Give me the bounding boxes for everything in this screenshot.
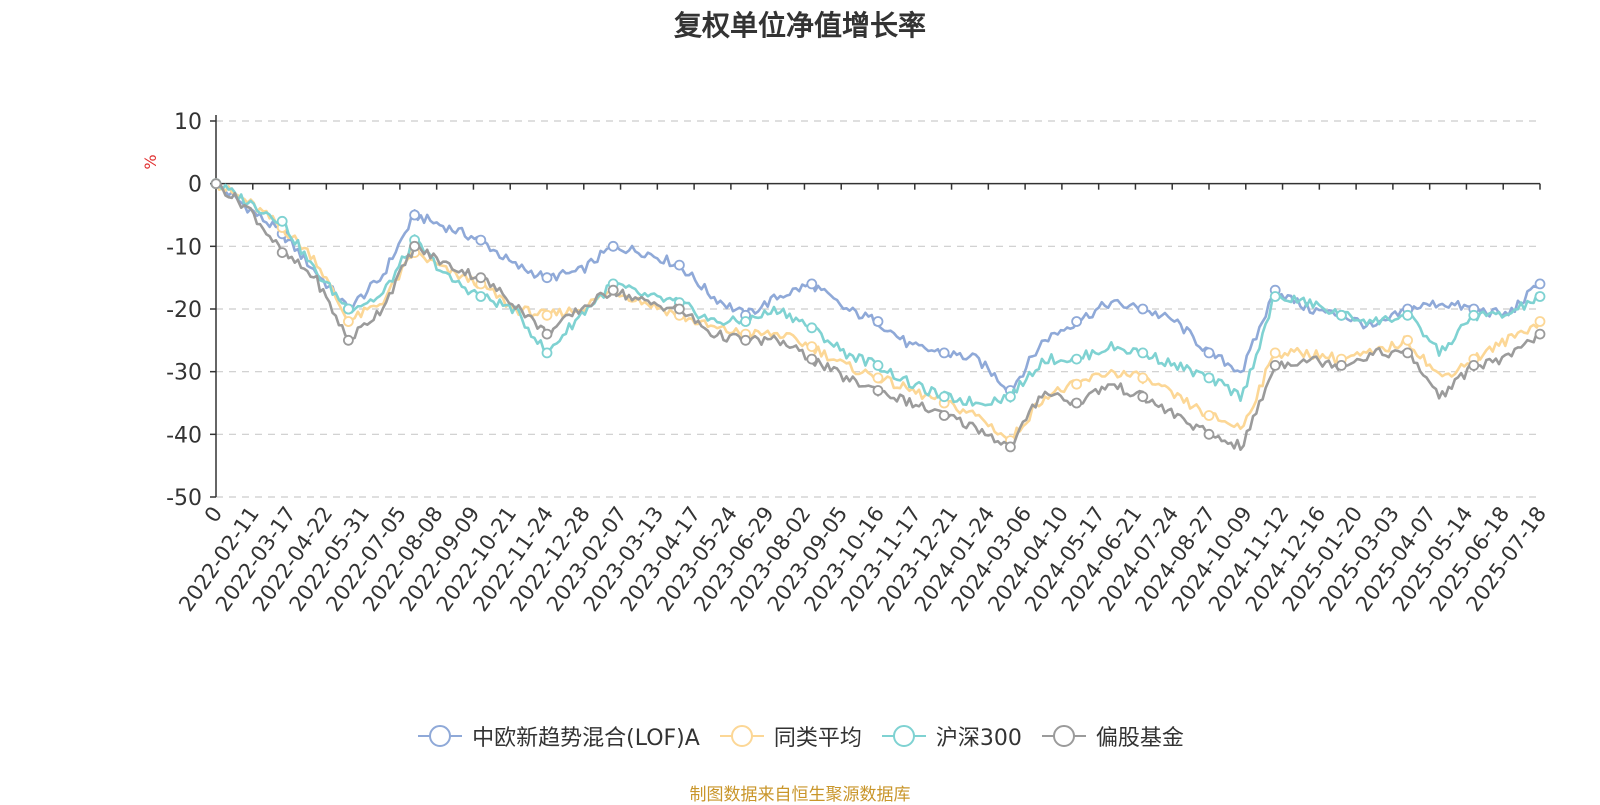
series-point[interactable] bbox=[938, 391, 950, 403]
series-point[interactable] bbox=[1137, 372, 1149, 384]
legend-item[interactable]: 中欧新趋势混合(LOF)A bbox=[416, 720, 700, 752]
series-point[interactable] bbox=[938, 347, 950, 359]
axes bbox=[210, 115, 1541, 498]
series-point[interactable] bbox=[1336, 309, 1347, 321]
series-point[interactable] bbox=[1269, 359, 1281, 371]
series-point[interactable] bbox=[1071, 316, 1082, 327]
series-point[interactable] bbox=[1005, 391, 1016, 403]
legend-label: 中欧新趋势混合(LOF)A bbox=[472, 726, 700, 751]
legend: 中欧新趋势混合(LOF)A 同类平均 沪深300 偏股基金 bbox=[0, 720, 1600, 752]
series-point[interactable] bbox=[872, 316, 884, 327]
series-point[interactable] bbox=[1468, 359, 1480, 371]
legend-marker-icon bbox=[418, 725, 463, 747]
series-point[interactable] bbox=[1203, 372, 1215, 384]
grid-lines bbox=[216, 120, 1540, 498]
chart-title: 复权单位净值增长率 bbox=[673, 9, 926, 42]
legend-label: 偏股基金 bbox=[1095, 726, 1184, 751]
y-tick-label: 10 bbox=[174, 110, 202, 135]
series-point[interactable] bbox=[1137, 391, 1149, 403]
series-point[interactable] bbox=[806, 341, 818, 353]
series-point[interactable] bbox=[1534, 316, 1546, 327]
series-point[interactable] bbox=[475, 272, 487, 284]
series-point[interactable] bbox=[872, 359, 884, 371]
x-tick-labels: 02022-02-112022-03-172022-04-222022-05-3… bbox=[174, 502, 1551, 616]
series-point[interactable] bbox=[607, 284, 619, 296]
series-point[interactable] bbox=[1402, 334, 1413, 346]
x-tick-label: 0 bbox=[200, 502, 227, 527]
legend-item[interactable]: 沪深300 bbox=[880, 720, 1022, 752]
series-point[interactable] bbox=[1402, 347, 1413, 359]
series-point[interactable] bbox=[541, 272, 553, 284]
legend-label: 沪深300 bbox=[935, 726, 1022, 751]
series-point[interactable] bbox=[806, 353, 818, 365]
legend-item[interactable]: 同类平均 bbox=[718, 720, 862, 752]
series-point[interactable] bbox=[1468, 309, 1480, 321]
series-point[interactable] bbox=[1203, 347, 1215, 359]
series-point[interactable] bbox=[806, 278, 818, 290]
series-point[interactable] bbox=[1336, 359, 1347, 371]
series-point[interactable] bbox=[541, 328, 553, 340]
series-point[interactable] bbox=[1071, 397, 1082, 409]
series-point[interactable] bbox=[1534, 278, 1546, 290]
series-point[interactable] bbox=[1269, 291, 1281, 302]
series-point[interactable] bbox=[541, 309, 553, 321]
series-point[interactable] bbox=[1534, 291, 1546, 302]
series-point[interactable] bbox=[674, 259, 685, 271]
y-tick-label: 0 bbox=[188, 173, 202, 198]
series-point[interactable] bbox=[541, 347, 553, 359]
series-point[interactable] bbox=[210, 178, 222, 190]
series-point[interactable] bbox=[409, 240, 421, 252]
legend-marker-icon bbox=[719, 725, 764, 747]
y-tick-labels: 10 0 -10 -20 -30 -40 -50 bbox=[166, 110, 202, 511]
series-point[interactable] bbox=[276, 215, 288, 227]
y-tick-label: -40 bbox=[166, 423, 202, 448]
series-point[interactable] bbox=[475, 234, 487, 246]
y-tick-label: -10 bbox=[166, 235, 202, 260]
legend-label: 同类平均 bbox=[773, 726, 862, 751]
y-tick-label: -20 bbox=[166, 298, 202, 323]
series-point[interactable] bbox=[1203, 428, 1215, 440]
series-point[interactable] bbox=[674, 303, 685, 315]
series-point[interactable] bbox=[1269, 347, 1281, 359]
y-axis-label: % bbox=[141, 154, 160, 169]
series-point[interactable] bbox=[1005, 441, 1016, 453]
y-tick-label: -50 bbox=[166, 486, 202, 511]
data-source-footer: 制图数据来自恒生聚源数据库 bbox=[689, 785, 911, 805]
series-point[interactable] bbox=[938, 410, 950, 421]
series-point[interactable] bbox=[276, 247, 288, 259]
series-point[interactable] bbox=[342, 334, 354, 346]
y-tick-label: -30 bbox=[166, 361, 202, 386]
series-point[interactable] bbox=[342, 316, 354, 327]
series-point[interactable] bbox=[1071, 353, 1082, 365]
series-point[interactable] bbox=[607, 240, 619, 252]
series-point[interactable] bbox=[740, 334, 751, 346]
series-point[interactable] bbox=[806, 322, 818, 334]
line-chart: 10 0 -10 -20 -30 -40 -50 02022-02-112022-03-17… bbox=[141, 110, 1551, 616]
series-lines bbox=[210, 178, 1546, 453]
series-point[interactable] bbox=[872, 385, 884, 396]
series-point[interactable] bbox=[1071, 378, 1082, 390]
series-point[interactable] bbox=[1137, 303, 1149, 315]
legend-marker-icon bbox=[1041, 725, 1086, 747]
series-point[interactable] bbox=[740, 316, 751, 327]
series-point[interactable] bbox=[342, 303, 354, 315]
series-point[interactable] bbox=[409, 209, 421, 221]
legend-item[interactable]: 偏股基金 bbox=[1040, 720, 1184, 752]
series-point[interactable] bbox=[1534, 328, 1546, 340]
series-point[interactable] bbox=[1402, 309, 1413, 321]
series-point[interactable] bbox=[1137, 347, 1149, 359]
series-point[interactable] bbox=[475, 291, 487, 302]
series-point[interactable] bbox=[1203, 410, 1215, 421]
series-point[interactable] bbox=[872, 372, 884, 384]
legend-marker-icon bbox=[881, 725, 926, 747]
